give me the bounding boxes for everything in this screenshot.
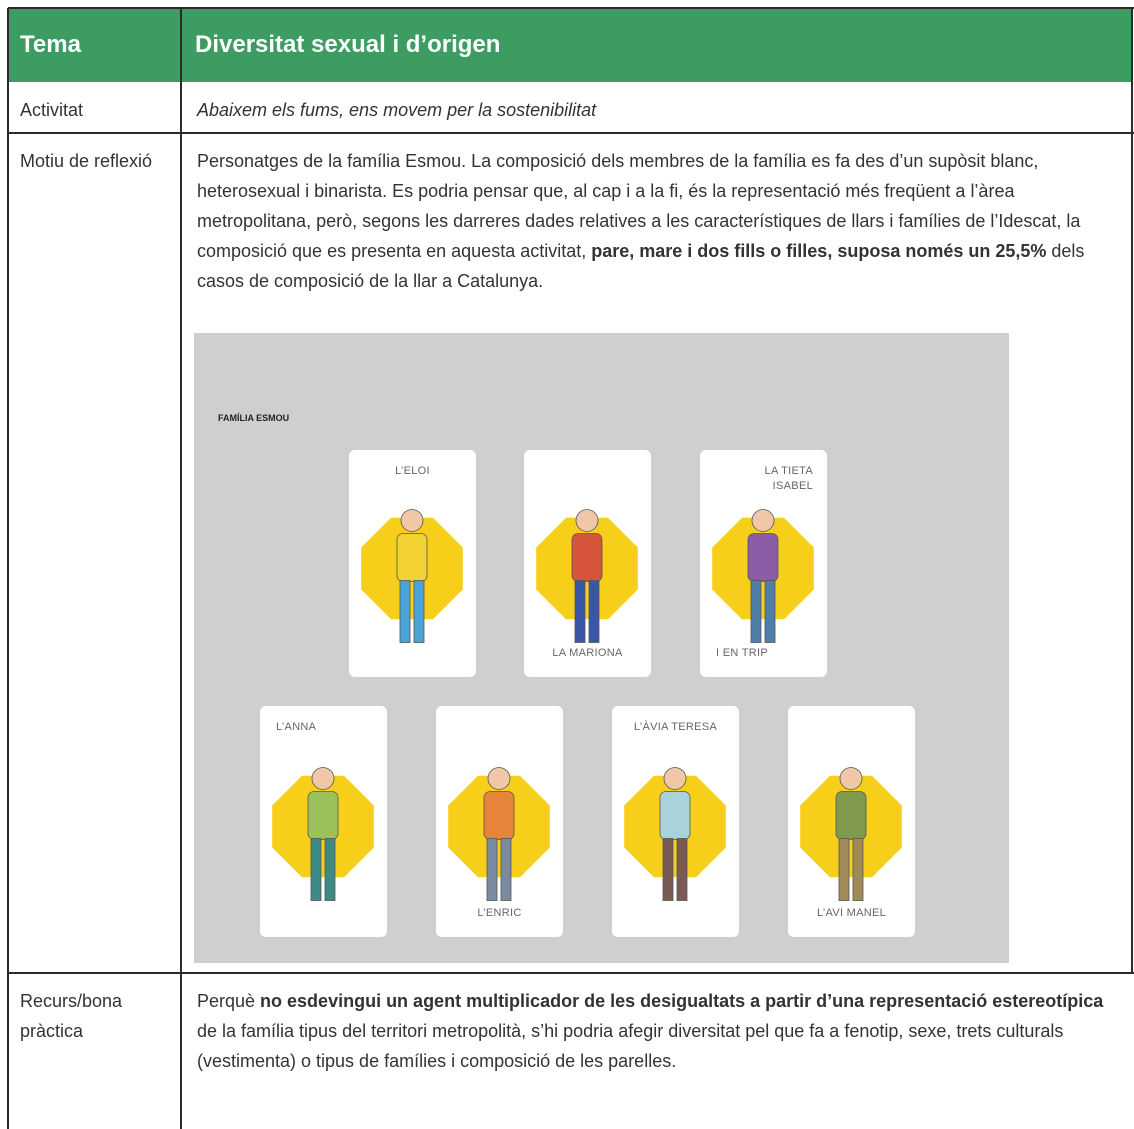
character-art (800, 767, 902, 901)
shape (324, 838, 336, 901)
shape (839, 767, 863, 790)
shape (413, 580, 425, 643)
card-label: L’ELOI (395, 465, 430, 477)
table-border (8, 7, 1134, 9)
character-card: L’ANNA (260, 706, 387, 937)
row-content: Personatges de la família Esmou. La comp… (181, 146, 1132, 296)
row-content: Perquè no esdevingui un agent multiplica… (181, 986, 1132, 1076)
shape (663, 767, 687, 790)
shape (662, 838, 674, 901)
text-segment: pare, mare i dos fills o filles, suposa … (591, 241, 1047, 261)
shape (574, 580, 586, 643)
text-segment: de la família tipus del territori metrop… (197, 1021, 1064, 1071)
row-border (8, 132, 1134, 134)
row-label: Activitat (20, 100, 84, 120)
character-art (448, 767, 550, 901)
shape (310, 838, 322, 901)
text-segment: dels casos de composició de la llar a Ca… (197, 241, 1085, 291)
shape (483, 791, 515, 840)
shape (747, 533, 779, 582)
character-art (272, 767, 374, 901)
card-label: LA TIETA ISABEL (764, 465, 813, 492)
table-border (7, 8, 9, 1129)
text-segment: Perquè (197, 991, 261, 1011)
character-card: LA MARIONA (524, 450, 651, 677)
character-art (536, 509, 638, 643)
card-label: L’ÀVIA TERESA (633, 721, 718, 733)
row-label: Recurs/bona pràctica (20, 991, 123, 1041)
illustration-title: FAMÍLIA ESMOU (218, 413, 290, 423)
text-segment: Personatges de la família Esmou. La comp… (197, 151, 1081, 261)
row-label: Motiu de reflexió (20, 151, 153, 171)
character-art (361, 509, 463, 643)
card-label: L’ANNA (276, 721, 317, 733)
text-segment: no esdevingui un agent multiplicador de … (260, 991, 1104, 1011)
shape (852, 838, 864, 901)
card-label: L’ENRIC (477, 907, 522, 919)
shape (751, 509, 775, 532)
shape (676, 838, 688, 901)
character-card: L’ENRIC (436, 706, 563, 937)
header-label: Tema (8, 8, 181, 82)
shape (486, 838, 498, 901)
shape (750, 580, 762, 643)
shape (500, 838, 512, 901)
shape (838, 838, 850, 901)
character-card: LA TIETA ISABEL I EN TRIP (700, 450, 827, 677)
table-border (180, 8, 182, 1129)
header-title: Diversitat sexual i d’origen (181, 8, 1132, 82)
character-card: L’ÀVIA TERESA (612, 706, 739, 937)
shape (400, 509, 424, 532)
shape (399, 580, 411, 643)
row-border (8, 972, 1134, 974)
shape (588, 580, 600, 643)
card-label: L’AVI MANEL (816, 907, 887, 919)
row-content: Abaixem els fums, ens movem per la soste… (181, 95, 1132, 125)
shape (396, 533, 428, 582)
shape (307, 791, 339, 840)
shape (487, 767, 511, 790)
character-card: L’AVI MANEL (788, 706, 915, 937)
character-art (624, 767, 726, 901)
table-border (1131, 8, 1133, 973)
shape (764, 580, 776, 643)
shape (659, 791, 691, 840)
shape (835, 791, 867, 840)
text-segment: Abaixem els fums, ens movem per la soste… (197, 100, 597, 120)
character-art (712, 509, 814, 643)
character-card: L’ELOI (349, 450, 476, 677)
shape (575, 509, 599, 532)
card-label: LA MARIONA (552, 647, 623, 659)
shape (571, 533, 603, 582)
card-label: I EN TRIP (716, 647, 769, 659)
shape (311, 767, 335, 790)
illustration: FAMÍLIA ESMOU L’ELOI LA MARIONA LA TIETA IS… (194, 333, 1009, 963)
